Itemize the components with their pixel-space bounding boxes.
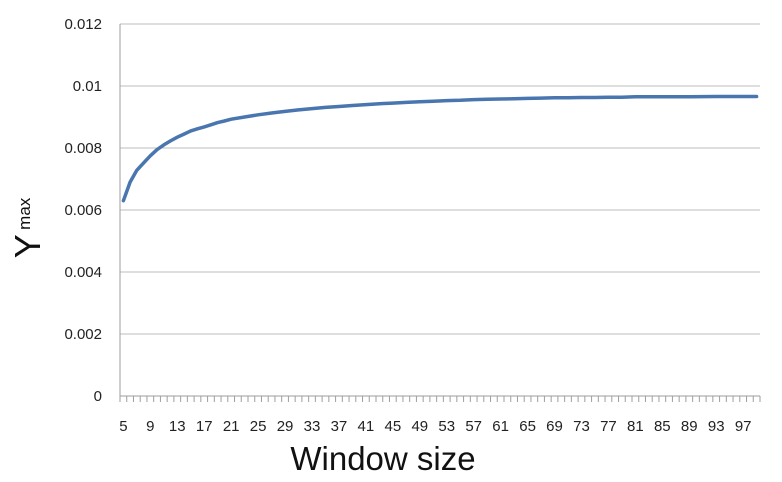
y-axis-label-main: Y [7, 234, 48, 258]
series-line [121, 94, 759, 203]
y-tick-labels: 0 0.002 0.004 0.006 0.008 0.01 0.012 [64, 16, 102, 405]
x-tick-label: 89 [681, 418, 698, 435]
x-tick-label: 57 [465, 418, 482, 435]
x-tick-label: 49 [411, 418, 428, 435]
y-tick-label: 0 [94, 388, 102, 405]
x-tick-label: 41 [358, 418, 375, 435]
x-tick-label: 97 [735, 418, 752, 435]
x-axis-label: Window size [290, 440, 475, 477]
x-tick-label: 77 [600, 418, 617, 435]
y-tick-label: 0.002 [64, 326, 102, 343]
y-tick-label: 0.004 [64, 264, 102, 281]
x-tick-label: 25 [250, 418, 267, 435]
x-tick-label: 85 [654, 418, 671, 435]
y-tick-label: 0.008 [64, 140, 102, 157]
x-tick-label: 73 [573, 418, 590, 435]
x-ticks: 5 9 13 17 21 25 29 33 37 41 45 49 53 57 61 65 69 73 77 81 85… [119, 396, 761, 435]
x-tick-label: 5 [119, 418, 127, 435]
x-tick-label: 45 [384, 418, 401, 435]
gridlines [120, 23, 760, 335]
x-tick-label: 61 [492, 418, 509, 435]
x-tick-label: 29 [277, 418, 294, 435]
x-tick-label: 9 [146, 418, 154, 435]
x-tick-label: 33 [304, 418, 321, 435]
y-axis-label-sub: max [15, 197, 34, 230]
y-tick-label: 0.006 [64, 202, 102, 219]
x-tick-label: 93 [708, 418, 725, 435]
y-tick-label: 0.01 [73, 78, 102, 95]
y-axis-label: Y max [7, 197, 48, 258]
x-tick-label: 53 [438, 418, 455, 435]
x-tick-label: 21 [223, 418, 240, 435]
x-tick-label: 17 [196, 418, 213, 435]
x-tick-label: 37 [331, 418, 348, 435]
x-tick-label: 81 [627, 418, 644, 435]
x-tick-label: 13 [169, 418, 186, 435]
x-tick-label: 65 [519, 418, 536, 435]
x-tick-label: 69 [546, 418, 563, 435]
y-tick-label: 0.012 [64, 16, 102, 33]
